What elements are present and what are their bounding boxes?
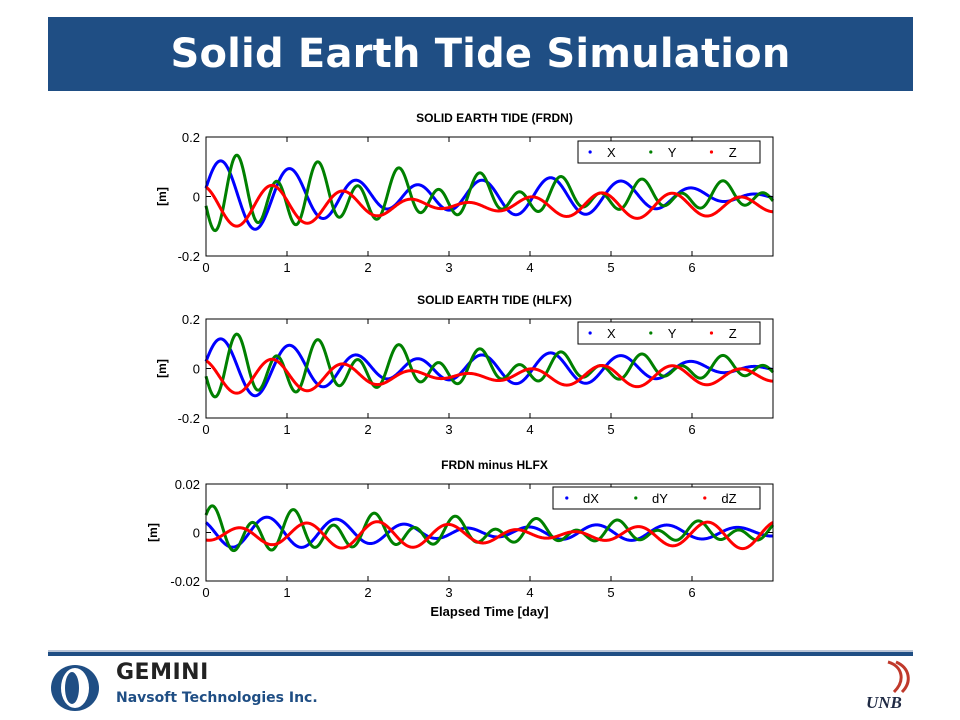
footer-rule — [48, 650, 913, 656]
y-tick-label: 0.2 — [182, 130, 200, 145]
series-line-y — [204, 153, 775, 233]
chart-1 — [204, 136, 775, 257]
y-tick-label: -0.02 — [170, 574, 200, 589]
y-axis-label: [m] — [146, 523, 160, 542]
legend-label: Y — [668, 326, 677, 341]
slide-title: Solid Earth Tide Simulation — [170, 31, 791, 77]
brand-name: GEMINI — [116, 660, 209, 685]
y-tick-label: -0.2 — [178, 411, 200, 426]
title-bar: Solid Earth Tide Simulation — [48, 17, 913, 91]
x-tick-label: 3 — [445, 585, 452, 600]
legend-marker-dy — [634, 496, 638, 500]
legend-label: dZ — [721, 491, 736, 506]
x-tick-label: 3 — [445, 422, 452, 437]
x-tick-label: 1 — [283, 422, 290, 437]
legend-label: dX — [583, 491, 599, 506]
x-tick-label: 0 — [202, 422, 209, 437]
unb-label: UNB — [866, 693, 902, 712]
series-line-z — [205, 357, 774, 395]
legend-marker-y — [649, 150, 653, 154]
legend-label: Y — [668, 145, 677, 160]
charts-area: SOLID EARTH TIDE (FRDN)[m]0 1 2 3 4 5 6-0.200.… — [146, 111, 775, 619]
legend-label: Z — [729, 326, 737, 341]
legend-box — [552, 486, 761, 510]
chart-title: SOLID EARTH TIDE (FRDN) — [416, 111, 573, 125]
legend-label: X — [607, 145, 616, 160]
x-tick-label: 3 — [445, 260, 452, 275]
x-tick-label: 1 — [283, 260, 290, 275]
legend-box — [577, 321, 761, 345]
x-tick-label: 2 — [364, 585, 371, 600]
x-axis-label: Elapsed Time [day] — [430, 604, 548, 619]
y-tick-label: 0.02 — [175, 477, 200, 492]
series-line-dx — [205, 515, 774, 549]
x-tick-label: 4 — [526, 260, 533, 275]
series-line-dy — [204, 504, 775, 553]
unb-crest-icon — [887, 660, 910, 694]
y-axis-label: [m] — [155, 359, 169, 378]
x-tick-label: 5 — [607, 422, 614, 437]
x-tick-label: 2 — [364, 260, 371, 275]
y-tick-label: -0.2 — [178, 249, 200, 264]
y-tick-label: 0 — [193, 526, 200, 541]
x-tick-label: 6 — [688, 422, 695, 437]
legend-marker-dx — [565, 496, 569, 500]
x-tick-label: 1 — [283, 585, 290, 600]
legend-marker-y — [649, 331, 653, 335]
y-tick-label: 0 — [193, 362, 200, 377]
x-tick-label: 6 — [688, 260, 695, 275]
x-tick-label: 5 — [607, 585, 614, 600]
legend-label: dY — [652, 491, 668, 506]
chart-title: FRDN minus HLFX — [441, 458, 548, 472]
legend-label: X — [607, 326, 616, 341]
y-tick-label: 0 — [193, 190, 200, 205]
legend-marker-z — [709, 331, 714, 335]
legend-marker-x — [588, 331, 592, 335]
x-tick-label: 6 — [688, 585, 695, 600]
legend-marker-dz — [703, 496, 707, 500]
legend-marker-z — [709, 150, 714, 154]
brand-subtitle: Navsoft Technologies Inc. — [116, 690, 318, 706]
chart-3 — [204, 483, 775, 582]
x-tick-label: 0 — [202, 260, 209, 275]
chart-title: SOLID EARTH TIDE (HLFX) — [417, 293, 572, 307]
series-line-z — [205, 183, 774, 228]
x-tick-label: 2 — [364, 422, 371, 437]
legend-marker-x — [588, 150, 592, 154]
y-tick-label: 0.2 — [182, 312, 200, 327]
x-tick-label: 4 — [526, 585, 533, 600]
gemini-logo-icon — [51, 665, 99, 711]
x-tick-label: 0 — [202, 585, 209, 600]
legend-box — [577, 140, 761, 164]
legend-label: Z — [729, 145, 737, 160]
y-axis-label: [m] — [155, 187, 169, 206]
x-tick-label: 5 — [607, 260, 614, 275]
series-line-dz — [205, 520, 774, 551]
chart-2 — [204, 318, 775, 419]
x-tick-label: 4 — [526, 422, 533, 437]
